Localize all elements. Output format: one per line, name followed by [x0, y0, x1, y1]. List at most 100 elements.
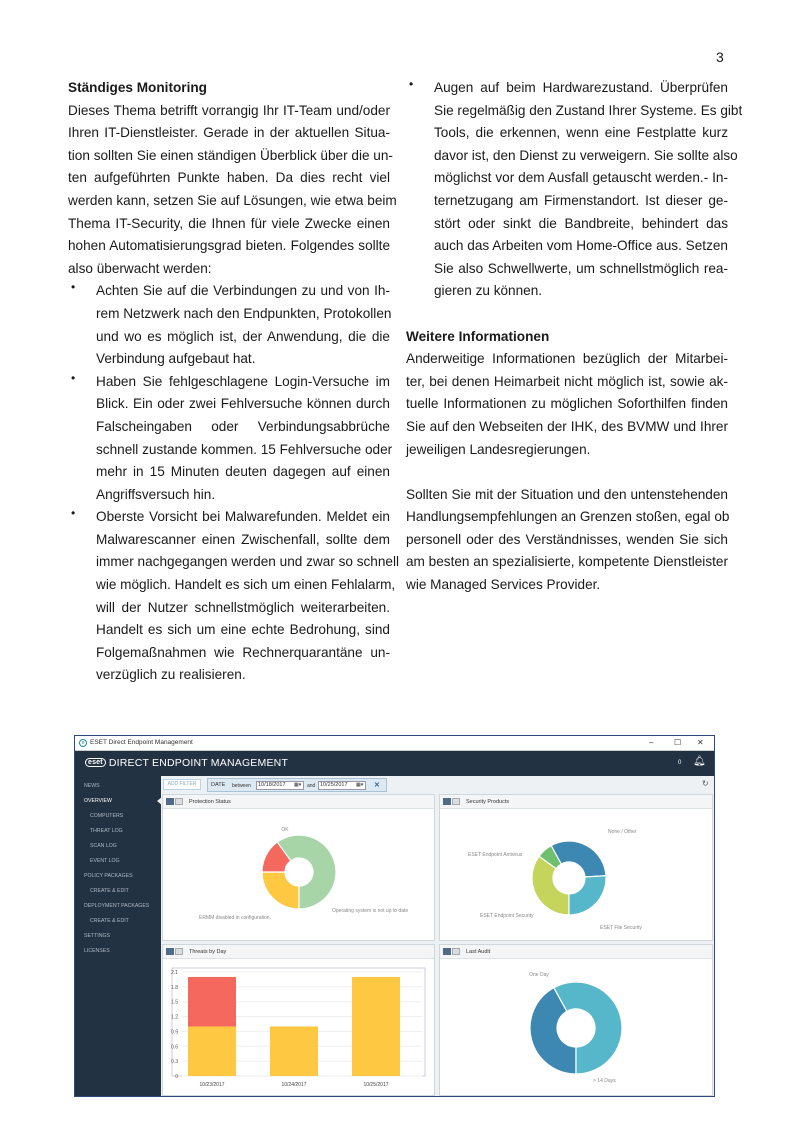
text-line: Haben Sie fehlgeschlagene Login-Versuche… [96, 373, 390, 389]
text-line: Blick. Ein oder zwei Fehlversuche können… [96, 396, 390, 412]
text-line: will der Nutzer schnellstmöglich weitera… [96, 599, 390, 615]
bullet-item: • Achten Sie auf die Verbindungen zu und … [68, 280, 391, 370]
text-line: ten aufgeführten Punkte haben. Da dies r… [68, 170, 390, 186]
slice-label: OK [281, 827, 289, 833]
remove-filter-icon[interactable]: ✕ [374, 782, 380, 789]
y-tick-label: 1.5 [171, 1000, 178, 1006]
text-line: jeweiligen Landesregierungen. [406, 441, 591, 457]
chart: ESET File Security ESET Endpoint Security… [468, 829, 642, 931]
bullet-item: • Haben Sie fehlgeschlagene Login-Versuch… [68, 370, 392, 507]
text-line: möglichst vor dem Ausfall getauscht werd… [434, 170, 728, 186]
sidebar-item[interactable]: SETTINGS [84, 933, 110, 939]
sidebar-item[interactable]: NEWS [84, 783, 100, 789]
text-line: Sie also Schwellwerte, um schnellstmögli… [434, 260, 728, 276]
paragraph: Anderweitige Informationen bezüglich der… [406, 348, 728, 461]
list-view-icon[interactable] [452, 798, 460, 805]
sidebar: NEWS OVERVIEW COMPUTERS THREAT LOG SCAN LOG E… [75, 776, 162, 1096]
text-line: Sie regelmäßig den Zustand Ihrer Systeme… [434, 102, 743, 118]
panel-title: Threats by Day [189, 948, 227, 955]
bar[interactable] [352, 976, 400, 1076]
slice-label: ERMM disabled in configuration. [199, 915, 271, 921]
pie-slice[interactable] [531, 855, 570, 916]
chart-view-icon[interactable] [443, 948, 451, 955]
sidebar-item[interactable]: CREATE & EDIT [90, 918, 129, 924]
sidebar-item[interactable]: EVENT LOG [90, 858, 120, 864]
text-line: tuelle Informationen zu möglichen Sofort… [406, 396, 728, 412]
y-tick-label: 0.6 [171, 1044, 178, 1050]
text-line: Verbindung aufgebaut hat. [96, 351, 256, 367]
bar[interactable] [270, 1026, 318, 1076]
bullet-icon: • [71, 370, 76, 385]
date-from-input[interactable]: 10/18/2017 [256, 781, 304, 790]
sidebar-item[interactable]: LICENSES [84, 948, 110, 954]
chart: Operating system is not up to date ERMM d… [199, 827, 408, 921]
y-tick-label: 0 [175, 1074, 178, 1080]
bar[interactable] [188, 976, 236, 1027]
active-indicator [157, 797, 162, 805]
panel-security-products: Security Products ESET File Security ESET … [439, 794, 713, 941]
close-icon[interactable]: ✕ [697, 738, 704, 747]
pie-slice[interactable] [261, 871, 300, 910]
panel-title: Protection Status [189, 798, 231, 805]
panel-last-audit: Last Audit > 14 Days One Day [439, 944, 713, 1096]
sidebar-item[interactable]: POLICY PACKAGES [84, 873, 133, 879]
chart: > 14 Days One Day [529, 972, 623, 1084]
bullet-icon: • [71, 280, 76, 295]
calendar-icon[interactable]: ▦▾ [356, 782, 364, 788]
text-line: Sollten Sie mit der Situation und den un… [406, 486, 728, 502]
text-line: Thema IT-Security, die Ihnen für viele Z… [68, 215, 390, 231]
slice-label: None / Other [608, 829, 637, 835]
x-tick-label: 10/23/2017 [199, 1082, 224, 1088]
y-tick-label: 1.8 [171, 985, 178, 991]
text-line: wie Managed Services Provider. [406, 577, 601, 593]
list-view-icon[interactable] [175, 948, 183, 955]
text-line: Falscheingaben oder Verbindungsabbrüche [96, 418, 390, 434]
sidebar-item[interactable]: COMPUTERS [90, 813, 124, 819]
list-view-icon[interactable] [452, 948, 460, 955]
add-filter-button[interactable]: ADD FILTER [163, 779, 201, 790]
text-line: Oberste Vorsicht bei Malwarefunden. Meld… [96, 509, 390, 525]
sidebar-item[interactable]: CREATE & EDIT [90, 888, 129, 894]
date-to-input[interactable]: 10/25/2017 [318, 781, 366, 790]
text-line: verzüglich zu realisieren. [96, 667, 246, 683]
sidebar-item[interactable]: THREAT LOG [90, 828, 123, 834]
sidebar-item[interactable]: DEPLOYMENT PACKAGES [84, 903, 150, 909]
filter-between: between [232, 782, 251, 789]
text-line: gieren zu können. [434, 283, 543, 299]
refresh-icon[interactable]: ↻ [702, 779, 709, 788]
maximize-icon[interactable]: ☐ [674, 738, 682, 747]
pie-slice[interactable] [553, 981, 623, 1075]
text-line: ter, bei denen Heimarbeit nicht möglich … [406, 373, 728, 389]
paragraph: Dieses Thema betrifft vorrangig Ihr IT-T… [68, 100, 397, 281]
chart-view-icon[interactable] [166, 798, 174, 805]
pie-slice[interactable] [276, 834, 337, 910]
pie-slice[interactable] [529, 986, 577, 1075]
text-line: Sie auf den Webseiten der IHK, des BVMW … [406, 418, 728, 434]
blank-line [406, 461, 728, 484]
notification-count: 0 [678, 760, 682, 766]
text-line: am besten an spezialisierte, kompetente … [406, 554, 728, 570]
minimize-icon[interactable]: – [649, 738, 654, 747]
list-view-icon[interactable] [175, 798, 183, 805]
sidebar-item[interactable]: OVERVIEW [84, 798, 112, 804]
pie-slice[interactable] [568, 875, 607, 916]
chart-view-icon[interactable] [443, 798, 451, 805]
eset-logo-icon: e [79, 739, 87, 747]
chart: 0 0.3 0.6 0.9 1.2 1.5 1.8 2.1 10/23/2017 10/24/20… [171, 967, 426, 1088]
calendar-icon[interactable]: ▦▾ [294, 782, 302, 788]
sidebar-item[interactable]: SCAN LOG [90, 843, 117, 849]
text-line: personell oder des Verständnisses, wende… [406, 531, 728, 547]
slice-label: ESET Endpoint Security [480, 913, 534, 919]
text-line: davor ist, den Dienst zu verweigern. Sie… [434, 147, 738, 163]
text-line: immer nachgegangen werden und zwar so sc… [96, 554, 400, 570]
bell-icon[interactable]: 🔔︎ [693, 756, 706, 767]
chart-view-icon[interactable] [166, 948, 174, 955]
blank-line [406, 303, 728, 326]
slice-label: ESET Endpoint Antivirus [468, 852, 523, 858]
pie-slice[interactable] [550, 840, 607, 878]
window-title: ESET Direct Endpoint Management [90, 739, 193, 746]
text-line: also überwacht werden: [68, 260, 212, 276]
bar[interactable] [188, 1026, 236, 1076]
eset-logo: eset [85, 758, 106, 767]
app-header: eset DIRECT ENDPOINT MANAGEMENT 0 🔔︎ [75, 751, 714, 776]
